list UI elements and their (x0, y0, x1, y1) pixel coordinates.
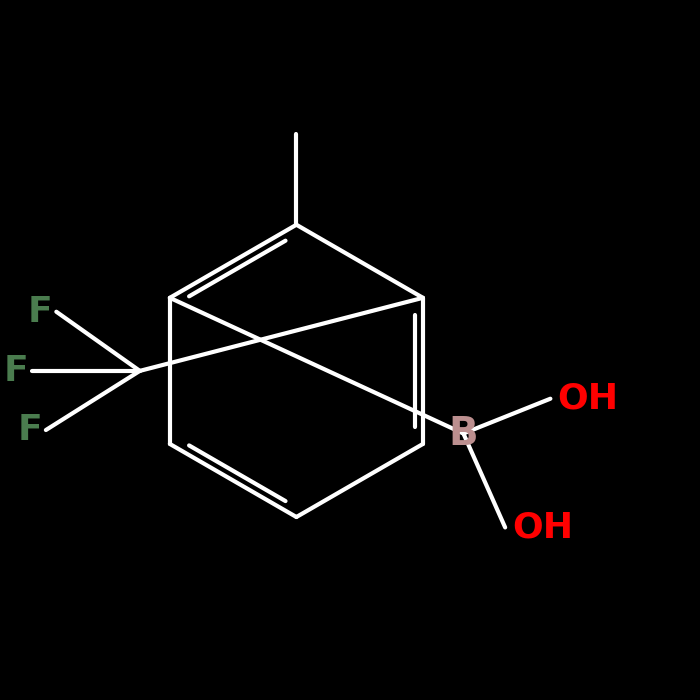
Text: F: F (28, 295, 52, 329)
Text: OH: OH (512, 510, 573, 545)
Text: B: B (449, 414, 478, 452)
Text: F: F (18, 413, 43, 447)
Text: F: F (4, 354, 29, 388)
Text: OH: OH (557, 382, 619, 416)
